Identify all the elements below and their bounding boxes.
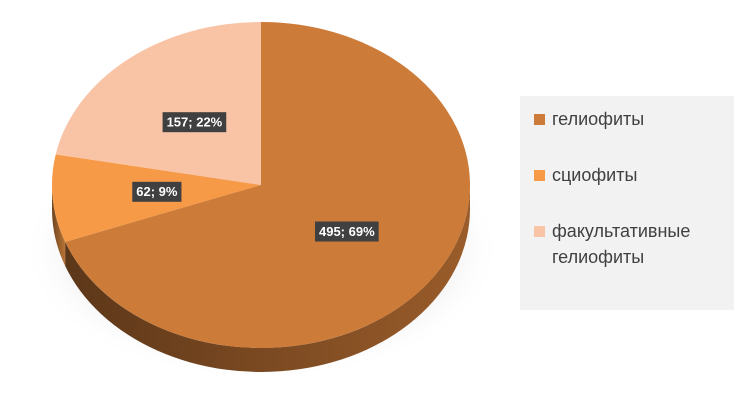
legend-swatch: [534, 226, 545, 237]
data-label: 62; 9%: [136, 184, 178, 199]
data-label: 495; 69%: [319, 224, 375, 239]
data-label-group: 62; 9%: [132, 181, 182, 202]
slice: [65, 22, 470, 348]
legend-item: гелиофиты: [534, 106, 726, 132]
legend-label: сциофиты: [552, 165, 638, 185]
legend: гелиофиты сциофиты факультативные гелиофит…: [520, 96, 734, 310]
data-label-box: [162, 112, 227, 133]
data-label-group: 157; 22%: [162, 112, 227, 133]
data-label: 157; 22%: [167, 115, 223, 130]
slice-side: [52, 185, 66, 266]
legend-label: факультативные гелиофиты: [552, 221, 691, 267]
legend-swatch: [534, 114, 545, 125]
legend-item: сциофиты: [534, 162, 726, 188]
legend-swatch: [534, 170, 545, 181]
data-label-group: 495; 69%: [314, 221, 379, 242]
legend-label: гелиофиты: [552, 109, 645, 129]
data-label-box: [314, 221, 379, 242]
legend-item: факультативные гелиофиты: [534, 218, 726, 270]
slice-side: [65, 185, 470, 372]
slice: [55, 22, 262, 185]
data-label-box: [132, 181, 182, 202]
